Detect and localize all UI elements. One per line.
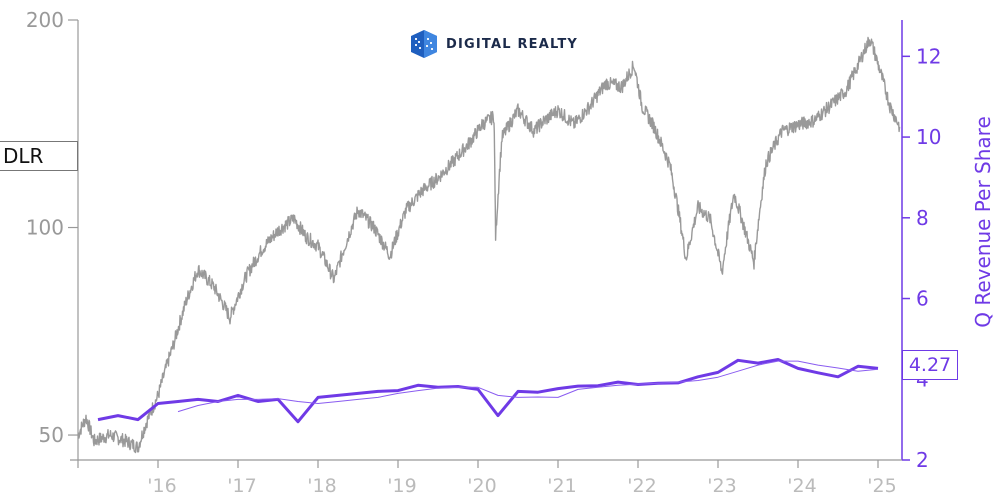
y-right-tick-label: 12 xyxy=(916,44,941,68)
price-line-dlr xyxy=(77,36,901,454)
x-tick-label: '19 xyxy=(387,475,416,497)
axes: 5010020024681012'16'17'18'19'20'21'22'23… xyxy=(26,8,942,497)
revenue-trailing-line xyxy=(177,360,879,413)
y-right-tick-label: 6 xyxy=(916,287,929,311)
y-right-tick-label: 8 xyxy=(916,206,929,230)
x-tick-label: '22 xyxy=(627,475,656,497)
digital-realty-logo: DIGITAL REALTY xyxy=(410,29,578,59)
x-tick-label: '23 xyxy=(707,475,736,497)
y-left-tick-label: 200 xyxy=(26,8,64,32)
x-tick-label: '17 xyxy=(227,475,256,497)
y-right-tick-label: 10 xyxy=(916,125,941,149)
x-tick-label: '24 xyxy=(787,475,816,497)
revenue-per-share-line xyxy=(97,358,879,424)
ticker-label: DLR xyxy=(0,141,78,171)
y-axis-right-label: Q Revenue Per Share xyxy=(971,116,995,328)
x-tick-label: '21 xyxy=(547,475,576,497)
x-tick-label: '20 xyxy=(467,475,496,497)
x-tick-label: '18 xyxy=(307,475,336,497)
y-left-tick-label: 50 xyxy=(39,423,64,447)
logo-text: DIGITAL REALTY xyxy=(446,36,579,52)
digital-realty-cube-icon xyxy=(411,30,437,58)
x-tick-label: '16 xyxy=(147,475,176,497)
y-right-tick-label: 2 xyxy=(916,448,929,472)
plot-area xyxy=(77,36,901,454)
y-left-tick-label: 100 xyxy=(26,216,64,240)
x-tick-label: '25 xyxy=(867,475,896,497)
last-value-label: 4.27 xyxy=(902,350,958,380)
